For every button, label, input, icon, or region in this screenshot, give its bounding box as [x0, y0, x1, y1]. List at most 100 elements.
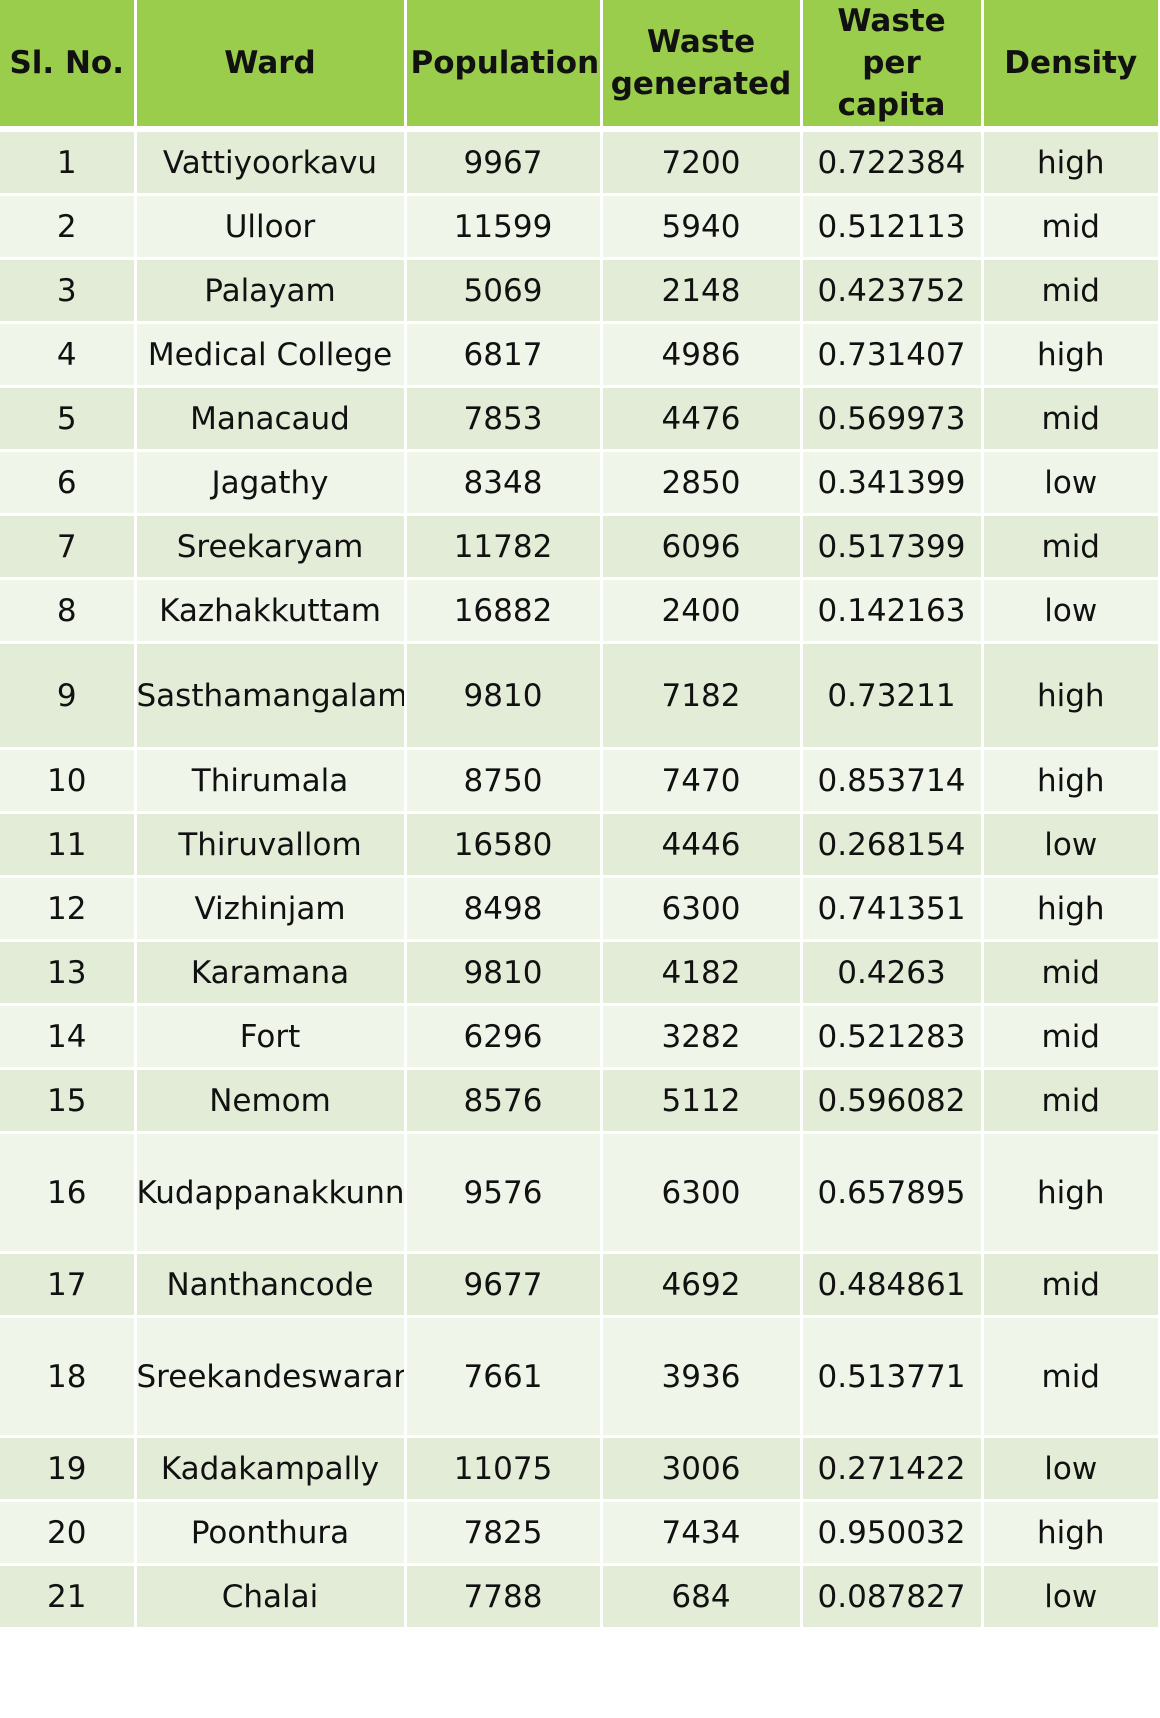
header-ward: Ward	[135, 0, 407, 132]
cell-population: 16580	[405, 812, 603, 878]
cell-density: low	[982, 812, 1158, 878]
cell-waste-generated: 6300	[601, 876, 803, 942]
cell-density: mid	[982, 1068, 1158, 1134]
cell-serial-number: 5	[0, 386, 137, 452]
cell-population: 8576	[405, 1068, 603, 1134]
cell-density: mid	[982, 386, 1158, 452]
data-table-container: Sl. No. Ward Population Waste generated …	[0, 0, 1158, 1630]
cell-serial-number: 14	[0, 1004, 137, 1070]
cell-waste-generated: 7434	[601, 1500, 803, 1566]
table-row: 7 Sreekaryam 11782 6096 0.517399 mid	[0, 514, 1158, 580]
cell-population: 7661	[405, 1316, 603, 1438]
table-row: 3 Palayam 5069 2148 0.423752 mid	[0, 258, 1158, 324]
cell-waste-per-capita: 0.596082	[801, 1068, 984, 1134]
cell-waste-per-capita: 0.087827	[801, 1564, 984, 1630]
cell-serial-number: 7	[0, 514, 137, 580]
cell-ward: Kudappanakkunnu	[135, 1132, 407, 1254]
ward-waste-table: Sl. No. Ward Population Waste generated …	[0, 0, 1158, 1630]
cell-population: 16882	[405, 578, 603, 644]
cell-serial-number: 16	[0, 1132, 137, 1254]
cell-ward: Thiruvallom	[135, 812, 407, 878]
header-density: Density	[982, 0, 1158, 132]
cell-population: 7788	[405, 1564, 603, 1630]
cell-ward: Fort	[135, 1004, 407, 1070]
cell-population: 11599	[405, 194, 603, 260]
cell-waste-generated: 2400	[601, 578, 803, 644]
cell-population: 6817	[405, 322, 603, 388]
table-row: 5 Manacaud 7853 4476 0.569973 mid	[0, 386, 1158, 452]
cell-population: 11782	[405, 514, 603, 580]
table-body: 1 Vattiyoorkavu 9967 7200 0.722384 high 2 Ulloo…	[0, 129, 1158, 1630]
table-row: 15 Nemom 8576 5112 0.596082 mid	[0, 1068, 1158, 1134]
cell-density: high	[982, 322, 1158, 388]
table-row: 10 Thirumala 8750 7470 0.853714 high	[0, 748, 1158, 814]
cell-density: mid	[982, 258, 1158, 324]
cell-ward: Karamana	[135, 940, 407, 1006]
cell-density: mid	[982, 1004, 1158, 1070]
header-row: Sl. No. Ward Population Waste generated …	[0, 0, 1158, 132]
cell-waste-per-capita: 0.484861	[801, 1252, 984, 1318]
table-row: 13 Karamana 9810 4182 0.4263 mid	[0, 940, 1158, 1006]
cell-density: mid	[982, 194, 1158, 260]
cell-density: low	[982, 450, 1158, 516]
cell-waste-generated: 7200	[601, 129, 803, 196]
cell-serial-number: 2	[0, 194, 137, 260]
cell-ward: Nemom	[135, 1068, 407, 1134]
cell-waste-generated: 7182	[601, 642, 803, 750]
cell-density: high	[982, 1500, 1158, 1566]
cell-waste-generated: 2148	[601, 258, 803, 324]
table-row: 1 Vattiyoorkavu 9967 7200 0.722384 high	[0, 129, 1158, 196]
cell-density: low	[982, 1436, 1158, 1502]
cell-ward: Thirumala	[135, 748, 407, 814]
cell-serial-number: 1	[0, 129, 137, 196]
cell-population: 6296	[405, 1004, 603, 1070]
cell-population: 7825	[405, 1500, 603, 1566]
cell-waste-generated: 5112	[601, 1068, 803, 1134]
cell-waste-per-capita: 0.950032	[801, 1500, 984, 1566]
cell-density: low	[982, 578, 1158, 644]
table-header: Sl. No. Ward Population Waste generated …	[0, 0, 1158, 132]
table-row: 18 Sreekandeswaram 7661 3936 0.513771 mid	[0, 1316, 1158, 1438]
cell-density: mid	[982, 940, 1158, 1006]
cell-serial-number: 4	[0, 322, 137, 388]
cell-waste-per-capita: 0.341399	[801, 450, 984, 516]
cell-density: high	[982, 642, 1158, 750]
cell-serial-number: 10	[0, 748, 137, 814]
cell-waste-generated: 4182	[601, 940, 803, 1006]
cell-waste-per-capita: 0.513771	[801, 1316, 984, 1438]
cell-serial-number: 18	[0, 1316, 137, 1438]
cell-ward: Kazhakkuttam	[135, 578, 407, 644]
cell-waste-per-capita: 0.657895	[801, 1132, 984, 1254]
cell-waste-per-capita: 0.853714	[801, 748, 984, 814]
cell-population: 8348	[405, 450, 603, 516]
cell-population: 7853	[405, 386, 603, 452]
cell-waste-generated: 2850	[601, 450, 803, 516]
cell-ward: Nanthancode	[135, 1252, 407, 1318]
cell-ward: Vizhinjam	[135, 876, 407, 942]
cell-waste-per-capita: 0.722384	[801, 129, 984, 196]
cell-density: low	[982, 1564, 1158, 1630]
cell-ward: Kadakampally	[135, 1436, 407, 1502]
cell-serial-number: 15	[0, 1068, 137, 1134]
cell-population: 9810	[405, 642, 603, 750]
cell-density: high	[982, 129, 1158, 196]
cell-waste-generated: 6096	[601, 514, 803, 580]
cell-density: high	[982, 1132, 1158, 1254]
cell-waste-per-capita: 0.741351	[801, 876, 984, 942]
cell-serial-number: 19	[0, 1436, 137, 1502]
table-row: 17 Nanthancode 9677 4692 0.484861 mid	[0, 1252, 1158, 1318]
cell-density: high	[982, 876, 1158, 942]
table-row: 20 Poonthura 7825 7434 0.950032 high	[0, 1500, 1158, 1566]
cell-waste-generated: 3282	[601, 1004, 803, 1070]
cell-serial-number: 13	[0, 940, 137, 1006]
cell-population: 9576	[405, 1132, 603, 1254]
cell-waste-generated: 3006	[601, 1436, 803, 1502]
cell-waste-per-capita: 0.512113	[801, 194, 984, 260]
cell-ward: Sreekandeswaram	[135, 1316, 407, 1438]
cell-population: 8498	[405, 876, 603, 942]
table-row: 14 Fort 6296 3282 0.521283 mid	[0, 1004, 1158, 1070]
cell-waste-per-capita: 0.142163	[801, 578, 984, 644]
cell-waste-generated: 4692	[601, 1252, 803, 1318]
cell-ward: Poonthura	[135, 1500, 407, 1566]
cell-ward: Sreekaryam	[135, 514, 407, 580]
